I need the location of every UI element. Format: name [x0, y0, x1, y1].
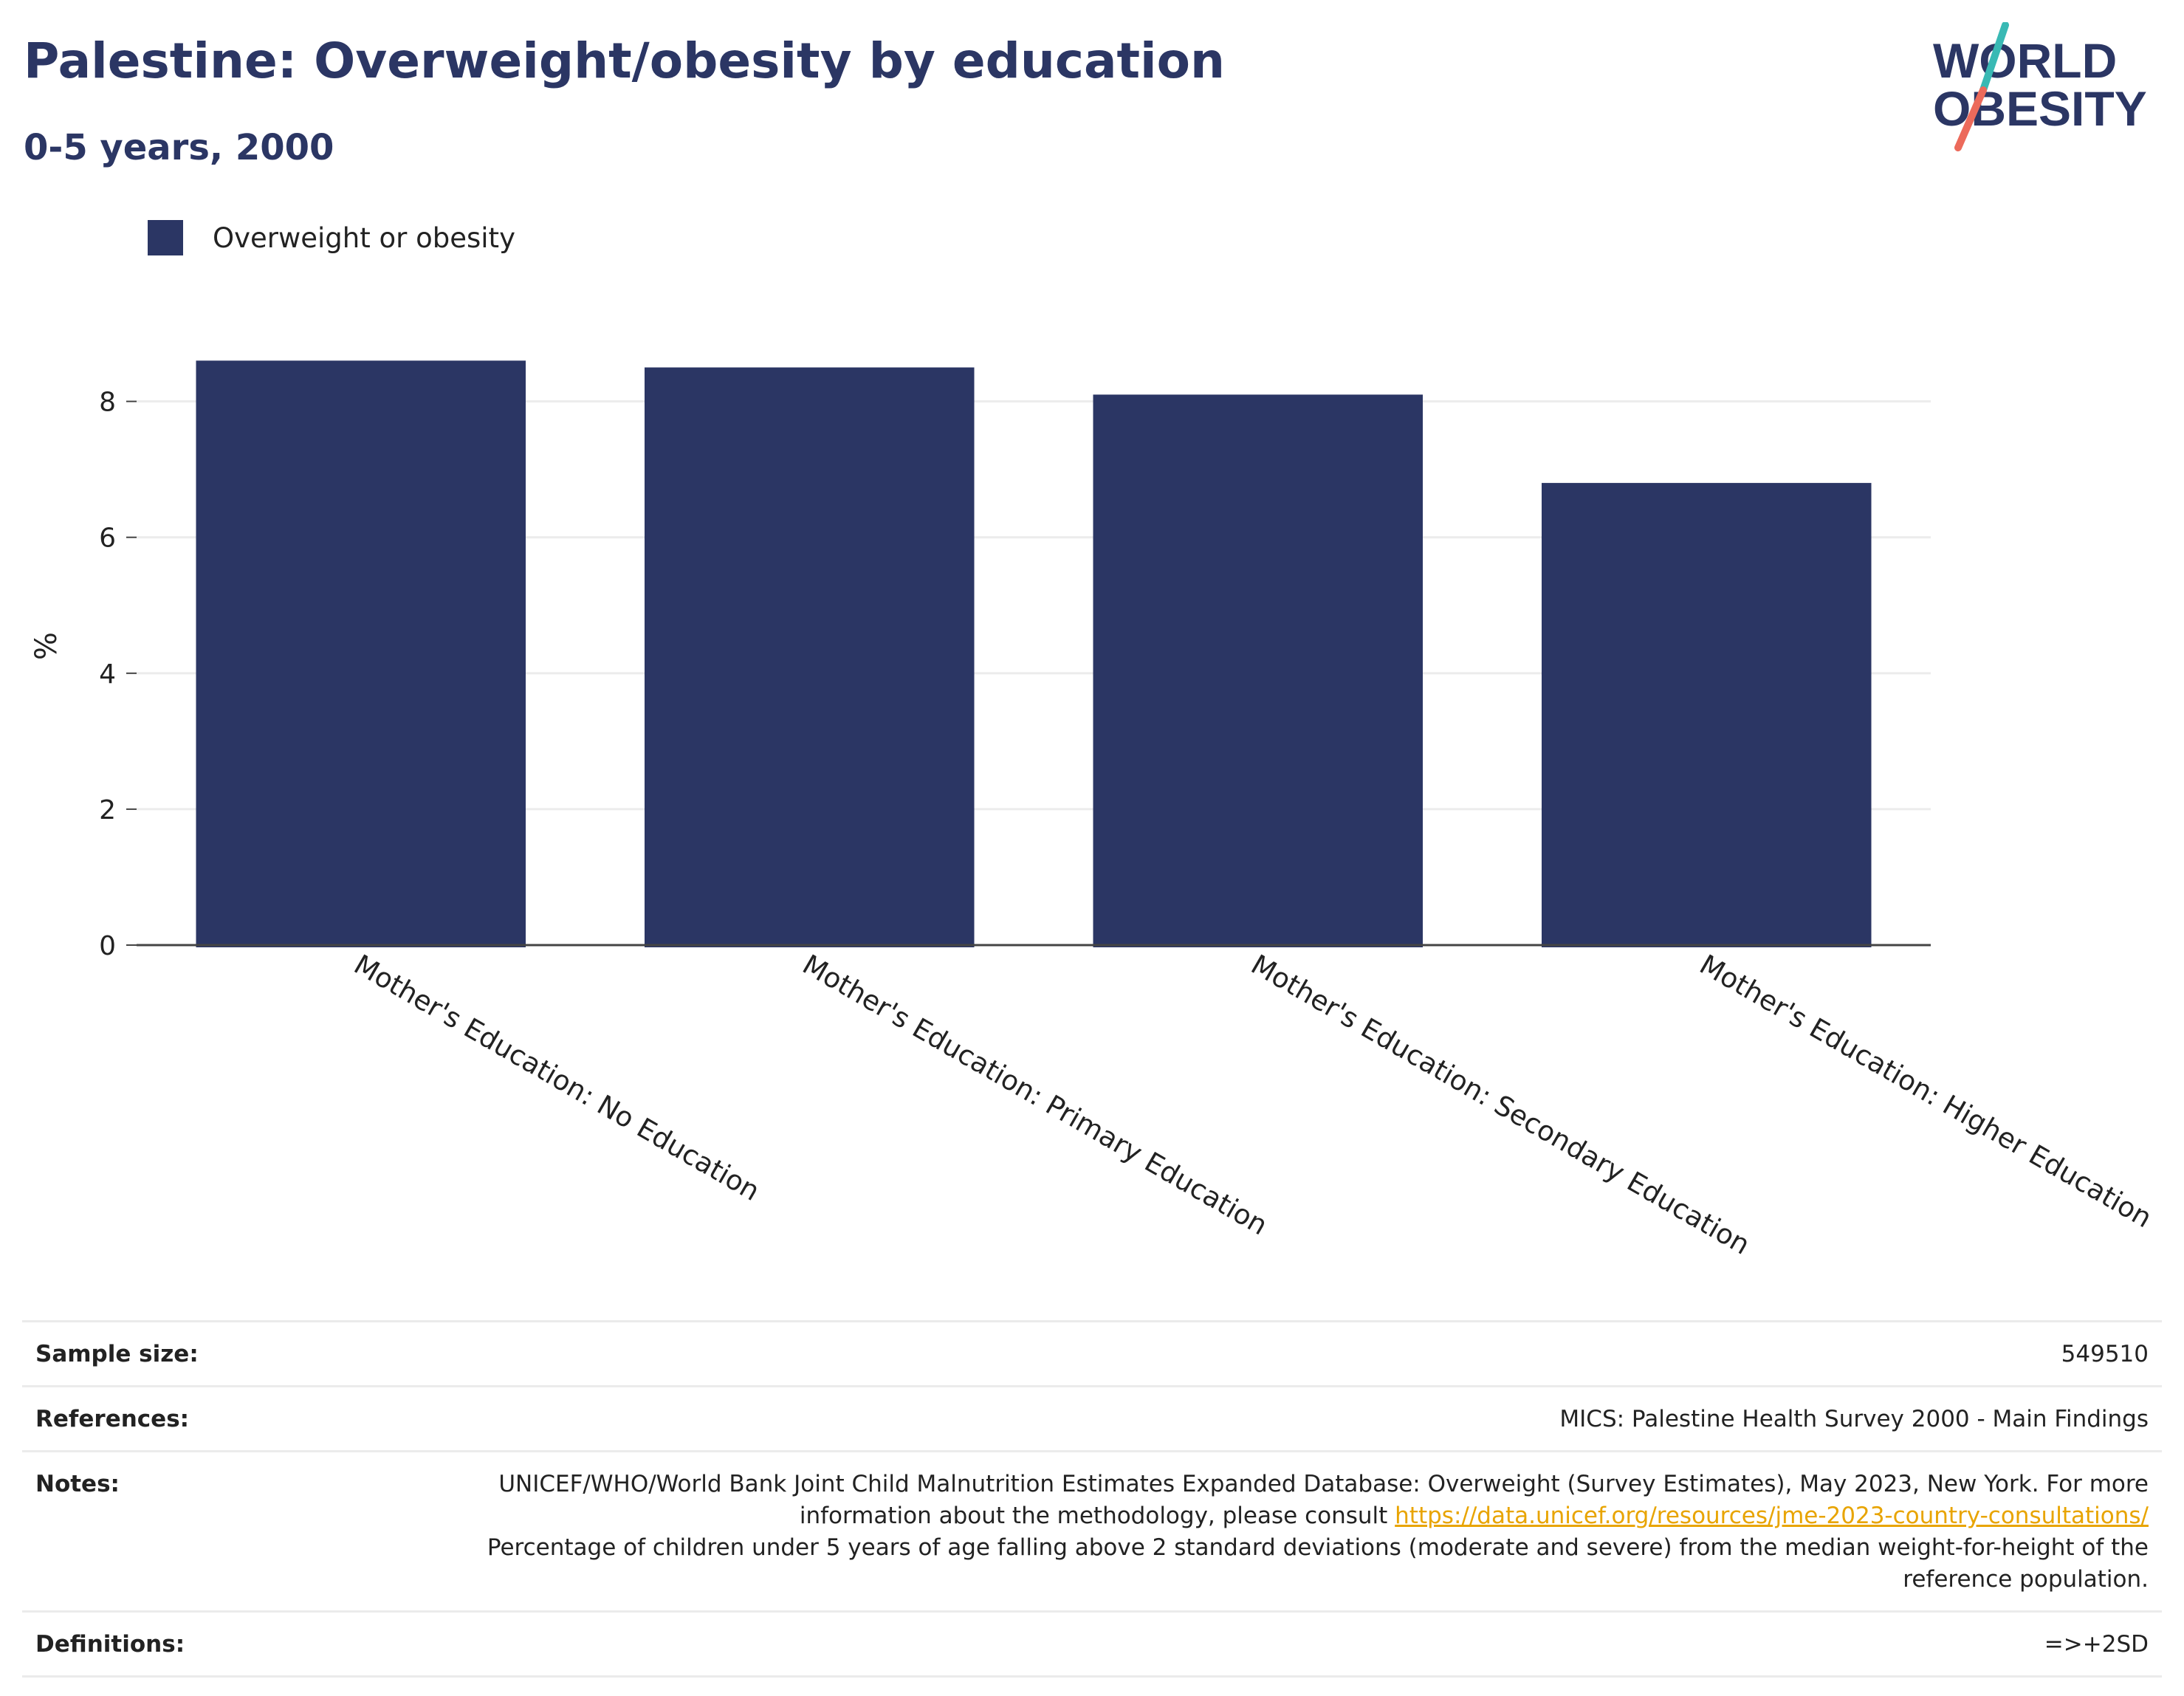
y-tick-label: 0	[99, 931, 116, 961]
notes-text-2: Percentage of children under 5 years of …	[487, 1534, 2149, 1593]
bar	[196, 360, 526, 948]
y-axis-label: %	[30, 632, 63, 660]
meta-value: =>+2SD	[418, 1610, 2162, 1678]
world-obesity-logo: WORLD OBESITY	[1933, 22, 2147, 151]
meta-label: Notes:	[22, 1450, 418, 1612]
meta-label: References:	[22, 1385, 418, 1452]
meta-value: UNICEF/WHO/World Bank Joint Child Malnut…	[418, 1450, 2162, 1612]
meta-row-sample-size: Sample size: 549510	[22, 1320, 2162, 1387]
meta-row-notes: Notes: UNICEF/WHO/World Bank Joint Child…	[22, 1450, 2162, 1612]
chart-legend: Overweight or obesity	[148, 220, 515, 255]
meta-row-definitions: Definitions: =>+2SD	[22, 1610, 2162, 1678]
y-tick-label: 4	[99, 659, 116, 690]
legend-swatch	[148, 220, 183, 255]
logo-slash-coral	[1954, 86, 1987, 151]
chart-subtitle: 0-5 years, 2000	[24, 127, 334, 168]
bar	[644, 367, 975, 947]
bar	[1541, 483, 1872, 947]
meta-label: Sample size:	[22, 1320, 418, 1387]
x-tick-label: Mother's Education: Primary Education	[797, 949, 1273, 1242]
x-tick-label: Mother's Education: Secondary Education	[1246, 949, 1755, 1261]
chart-title: Palestine: Overweight/obesity by educati…	[24, 32, 1225, 89]
notes-link[interactable]: https://data.unicef.org/resources/jme-20…	[1395, 1503, 2149, 1529]
meta-row-references: References: MICS: Palestine Health Surve…	[22, 1385, 2162, 1452]
notes-text: UNICEF/WHO/World Bank Joint Child Malnut…	[498, 1471, 2149, 1529]
legend-label: Overweight or obesity	[213, 222, 515, 254]
logo-slash-teal	[1979, 22, 2009, 94]
meta-value: MICS: Palestine Health Survey 2000 - Mai…	[418, 1385, 2162, 1452]
logo-word-world: WORLD	[1933, 33, 2117, 88]
meta-value: 549510	[418, 1320, 2162, 1387]
meta-label: Definitions:	[22, 1610, 418, 1678]
x-tick-label: Mother's Education: Higher Education	[1694, 949, 2157, 1235]
y-tick-label: 2	[99, 795, 116, 825]
metadata-table: Sample size: 549510 References: MICS: Pa…	[22, 1320, 2162, 1678]
y-tick-label: 6	[99, 523, 116, 554]
x-tick-label: Mother's Education: No Education	[348, 949, 765, 1207]
y-tick-label: 8	[99, 388, 116, 418]
bar	[1093, 394, 1424, 947]
